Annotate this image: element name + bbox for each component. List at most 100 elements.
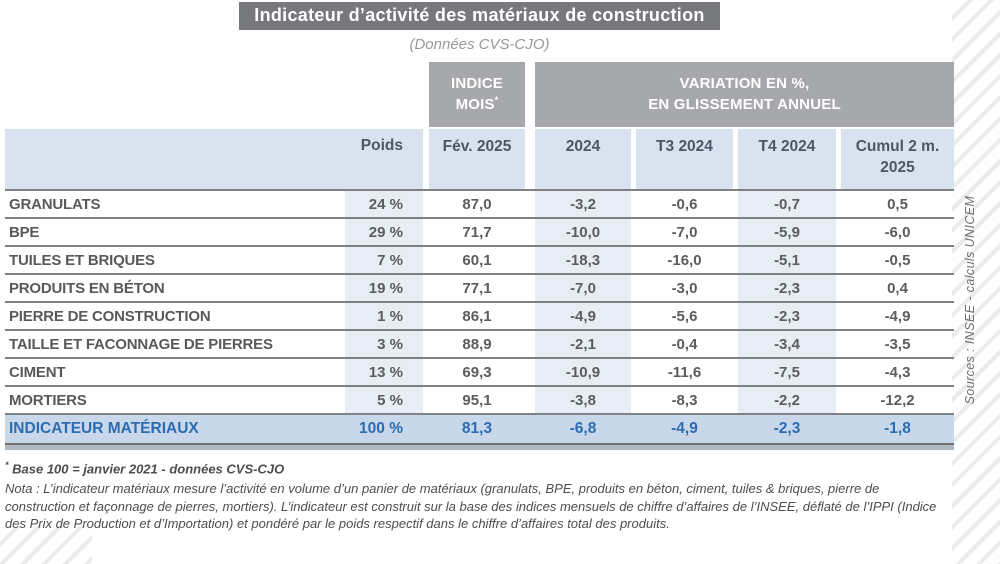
cell-2024: -4,9	[535, 303, 631, 329]
column-gap	[525, 129, 535, 189]
page-title: Indicateur d’activité des matériaux de c…	[239, 2, 720, 30]
cell-t4-2024: -2,2	[738, 387, 836, 413]
table-row-taille-faconnage: TAILLE ET FACONNAGE DE PIERRES 3 % 88,9 …	[5, 331, 954, 359]
column-gap	[423, 331, 429, 357]
cell-cumul: 0,4	[887, 279, 908, 297]
column-gap	[733, 331, 738, 357]
cell-t3-2024: -0,4	[671, 335, 698, 353]
column-gap	[423, 219, 429, 245]
cell-t3-2024: -8,3	[671, 391, 698, 409]
column-gap	[423, 191, 429, 217]
cell-cumul: -4,9	[884, 307, 911, 325]
cell-poids: 13 %	[345, 359, 423, 385]
column-header-poids: Poids	[5, 129, 423, 189]
document-content: Indicateur d’activité des matériaux de c…	[5, 0, 954, 532]
table-bottom-shadow	[5, 445, 954, 450]
column-header-t4-2024: T4 2024	[738, 129, 836, 189]
cell-t4-2024: -2,3	[738, 303, 836, 329]
source-credit: Sources : INSEE - calculs UNICEM	[963, 195, 977, 405]
cell-2024: -3,8	[535, 387, 631, 413]
cell-fev-2025: 86,1	[462, 307, 492, 325]
column-gap	[631, 275, 636, 301]
column-gap	[423, 415, 429, 443]
cell-2024: -18,3	[535, 247, 631, 273]
cell-t4-2024: -5,1	[738, 247, 836, 273]
column-gap	[733, 191, 738, 217]
column-gap	[423, 275, 429, 301]
diagonal-hatch-bottom-left	[0, 526, 92, 564]
cell-t4-2024: -2,3	[738, 415, 836, 443]
cell-t3-2024: -0,6	[671, 195, 698, 213]
cell-t3-2024: -4,9	[636, 415, 733, 443]
indice-asterisk: *	[494, 95, 499, 105]
variation-line2: EN GLISSEMENT ANNUEL	[648, 95, 841, 113]
group-header-indice-mois: INDICE MOIS*	[429, 62, 525, 127]
table-row-tuiles-briques: TUILES ET BRIQUES 7 % 60,1 -18,3 -16,0 -…	[5, 247, 954, 275]
table-row-indicateur-materiaux: INDICATEUR MATÉRIAUX 100 % 81,3 -6,8 -4,…	[5, 415, 954, 445]
cell-t4-2024: -2,3	[738, 275, 836, 301]
table-row-pierre-construction: PIERRE DE CONSTRUCTION 1 % 86,1 -4,9 -5,…	[5, 303, 954, 331]
column-gap	[631, 191, 636, 217]
variation-line1: VARIATION EN %,	[679, 75, 810, 93]
cell-cumul: -1,8	[841, 415, 954, 443]
cell-t3-2024: -7,0	[671, 223, 698, 241]
column-gap	[631, 303, 636, 329]
cell-cumul: 0,5	[887, 195, 908, 213]
column-header-fev-2025: Fév. 2025	[429, 129, 525, 189]
column-gap	[836, 129, 841, 189]
column-header-t3-2024: T3 2024	[636, 129, 733, 189]
cell-fev-2025: 88,9	[462, 335, 492, 353]
column-gap	[836, 331, 841, 357]
table-row-mortiers: MORTIERS 5 % 95,1 -3,8 -8,3 -2,2 -12,2	[5, 387, 954, 415]
column-gap	[423, 359, 429, 385]
cell-2024: -2,1	[535, 331, 631, 357]
column-gap	[631, 219, 636, 245]
cell-fev-2025: 95,1	[462, 391, 492, 409]
cell-fev-2025: 77,1	[462, 279, 492, 297]
column-gap	[423, 387, 429, 413]
cell-fev-2025: 81,3	[429, 415, 525, 443]
table-row-ciment: CIMENT 13 % 69,3 -10,9 -11,6 -7,5 -4,3	[5, 359, 954, 387]
footnote-asterisk: *	[5, 460, 9, 470]
cell-t3-2024: -3,0	[671, 279, 698, 297]
cumul-header-lines: Cumul 2 m. 2025	[855, 138, 940, 176]
column-gap	[733, 415, 738, 443]
cell-2024: -6,8	[535, 415, 631, 443]
cell-t3-2024: -11,6	[667, 363, 702, 381]
column-gap	[733, 247, 738, 273]
column-gap	[631, 387, 636, 413]
column-gap	[733, 387, 738, 413]
column-gap	[631, 129, 636, 189]
cell-t4-2024: -7,5	[738, 359, 836, 385]
column-gap	[525, 359, 535, 385]
cell-poids: 1 %	[345, 303, 423, 329]
column-gap	[631, 415, 636, 443]
column-gap	[423, 247, 429, 273]
cell-cumul: -4,3	[884, 363, 911, 381]
column-gap	[836, 359, 841, 385]
cell-t4-2024: -3,4	[738, 331, 836, 357]
cell-fev-2025: 71,7	[462, 223, 492, 241]
column-header-row: Poids Fév. 2025 2024 T3 2024 T4 2024 Cum…	[5, 129, 954, 191]
column-gap	[836, 247, 841, 273]
row-label: INDICATEUR MATÉRIAUX	[5, 415, 345, 443]
cell-t3-2024: -5,6	[671, 307, 698, 325]
column-gap	[733, 219, 738, 245]
cell-2024: -3,2	[535, 191, 631, 217]
column-gap	[525, 331, 535, 357]
cell-t3-2024: -16,0	[667, 251, 702, 269]
column-gap	[525, 303, 535, 329]
column-gap	[836, 387, 841, 413]
indice-line2: MOIS*	[455, 95, 499, 113]
column-gap	[733, 275, 738, 301]
column-gap	[836, 303, 841, 329]
column-gap	[631, 331, 636, 357]
footnote-nota: Nota : L’indicateur matériaux mesure l’a…	[5, 481, 937, 531]
materials-activity-table: INDICE MOIS* VARIATION EN %, EN GLISSEME…	[5, 62, 954, 450]
column-gap	[836, 191, 841, 217]
column-header-2024: 2024	[535, 129, 631, 189]
column-gap	[733, 303, 738, 329]
cell-fev-2025: 69,3	[462, 363, 492, 381]
table-row-granulats: GRANULATS 24 % 87,0 -3,2 -0,6 -0,7 0,5	[5, 191, 954, 219]
cell-poids: 5 %	[345, 387, 423, 413]
